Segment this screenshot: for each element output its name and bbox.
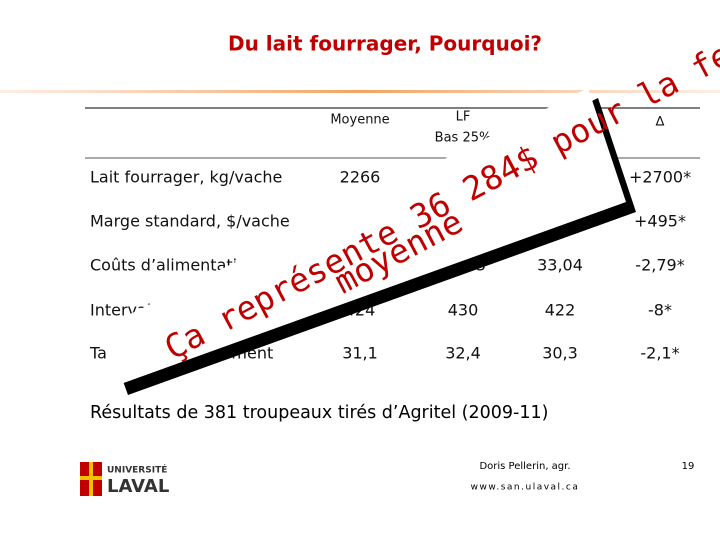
table-cell: -2,1* [640, 344, 679, 363]
table-cell: -2,79* [635, 256, 684, 275]
logo-text: LAVAL [107, 476, 169, 497]
column-header: Bas 25% [435, 131, 492, 146]
column-header: Moyenne [330, 113, 389, 128]
callout-text: Ça représente 36 284$ pour la ferme [158, 7, 720, 368]
table-cell: -8* [648, 301, 672, 320]
logo-text: UNIVERSITÉ [107, 464, 167, 476]
table-cell: 33,04 [537, 256, 583, 275]
table-cell: +2700* [629, 168, 691, 187]
table-cell: 422 [545, 301, 576, 320]
table-cell: 2266 [340, 168, 381, 187]
table-cell: +495* [634, 212, 686, 231]
table-cell: 430 [448, 301, 479, 320]
table-cell: 30,3 [542, 344, 578, 363]
column-header: LF [456, 110, 471, 125]
slide-title: Du lait fourrager, Pourquoi? [228, 32, 542, 56]
table-cell: 31,1 [342, 344, 378, 363]
column-header: ∆ [655, 115, 665, 130]
callout-box [98, 88, 626, 385]
university-logo: UNIVERSITÉ LAVAL [80, 462, 169, 497]
logo-cross [80, 476, 102, 480]
table-cell: 32,4 [445, 344, 481, 363]
url: www.san.ulaval.ca [471, 483, 580, 493]
row-label: Coûts d’alimentation [90, 256, 257, 275]
row-label: Lait fourrager, kg/vache [90, 168, 282, 187]
row-label: Marge standard, $/vache [90, 212, 290, 231]
source-note: Résultats de 381 troupeaux tirés d’Agrit… [90, 403, 548, 423]
title-rule [0, 90, 720, 93]
page-number: 19 [682, 461, 695, 472]
author: Doris Pellerin, agr. [479, 461, 570, 472]
